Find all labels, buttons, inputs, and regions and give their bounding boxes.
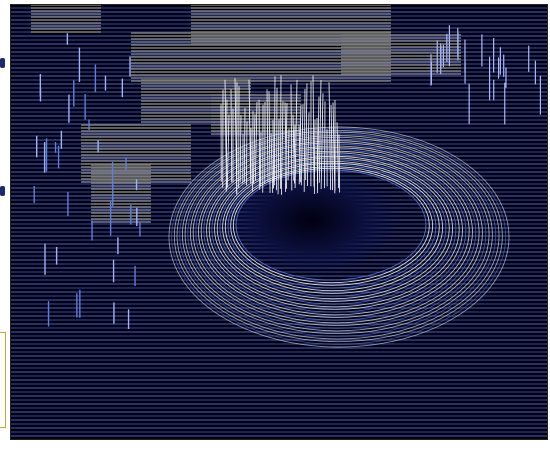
- rim-contour: [179, 133, 497, 337]
- ridge-spike: [300, 104, 304, 186]
- ridge-spike: [259, 132, 262, 187]
- ridge-spike: [336, 122, 340, 189]
- bottom-edge: [10, 441, 548, 449]
- ridge-spike: [316, 96, 320, 194]
- rim-contour: [176, 131, 500, 340]
- ridge-spike: [280, 75, 282, 189]
- ridge-spike: [280, 101, 284, 195]
- ridge-spike: [284, 102, 287, 189]
- ridge-spike: [246, 121, 248, 186]
- rim-contour: [173, 129, 503, 343]
- plot-frame: [10, 4, 548, 440]
- ridge-spike: [305, 83, 308, 181]
- rim-contour: [187, 138, 487, 329]
- left-edge-box: [0, 332, 6, 428]
- rim-contour: [189, 140, 483, 327]
- ridge-spike: [318, 79, 322, 183]
- rim-contour: [195, 143, 477, 321]
- ridge-spike: [290, 84, 293, 191]
- crater-rim: [168, 126, 510, 348]
- ridge-spike: [293, 124, 296, 181]
- ridge-spike: [313, 119, 316, 194]
- ridge-spike: [338, 134, 340, 193]
- ridge-spike: [225, 99, 228, 192]
- ridge-spike: [320, 93, 324, 190]
- crater-basin: [221, 165, 401, 275]
- ridge-spike: [268, 91, 271, 193]
- plateau-regions: [31, 5, 461, 223]
- ridge-spike: [273, 76, 276, 186]
- ridge-spike: [230, 89, 233, 183]
- rim-contour: [206, 150, 463, 310]
- spike-ridges: [33, 25, 542, 329]
- ridge-spike: [243, 107, 246, 183]
- ridge-spike: [226, 114, 230, 188]
- ridge-spike: [330, 104, 334, 191]
- edge-mark-middle: [0, 186, 5, 196]
- ridge-spike: [328, 82, 331, 190]
- ridge-spike: [285, 103, 288, 192]
- rim-contour: [235, 169, 427, 281]
- ridge-spike: [312, 75, 315, 187]
- rim-contour: [216, 157, 450, 300]
- rim-contour: [214, 155, 454, 302]
- rim-contour: [168, 126, 510, 348]
- ridge-spike: [303, 88, 306, 192]
- ridge-spike: [270, 133, 274, 193]
- ridge-spike: [239, 115, 242, 183]
- ridge-spike: [272, 119, 274, 189]
- ridge-spike: [306, 112, 310, 187]
- ridge-spike: [266, 89, 269, 182]
- ridge-spike: [254, 102, 258, 181]
- rim-contour: [222, 160, 444, 294]
- ridge-spike: [253, 114, 256, 184]
- rim-contour: [198, 145, 473, 318]
- edge-mark-top: [0, 58, 5, 68]
- rim-contour: [171, 128, 507, 345]
- ridge-spike: [277, 119, 280, 195]
- ridge-spike: [248, 79, 252, 184]
- ridge-spike: [258, 99, 261, 190]
- rim-contour: [219, 159, 447, 297]
- ridge-spike: [298, 104, 302, 185]
- ridge-spike: [294, 79, 298, 189]
- rim-contour: [230, 166, 434, 286]
- rim-contour: [232, 167, 430, 284]
- ridge-spike: [287, 128, 290, 181]
- surface-plot: [11, 5, 547, 439]
- rim-contour: [192, 142, 480, 324]
- ridge-spike: [332, 102, 336, 194]
